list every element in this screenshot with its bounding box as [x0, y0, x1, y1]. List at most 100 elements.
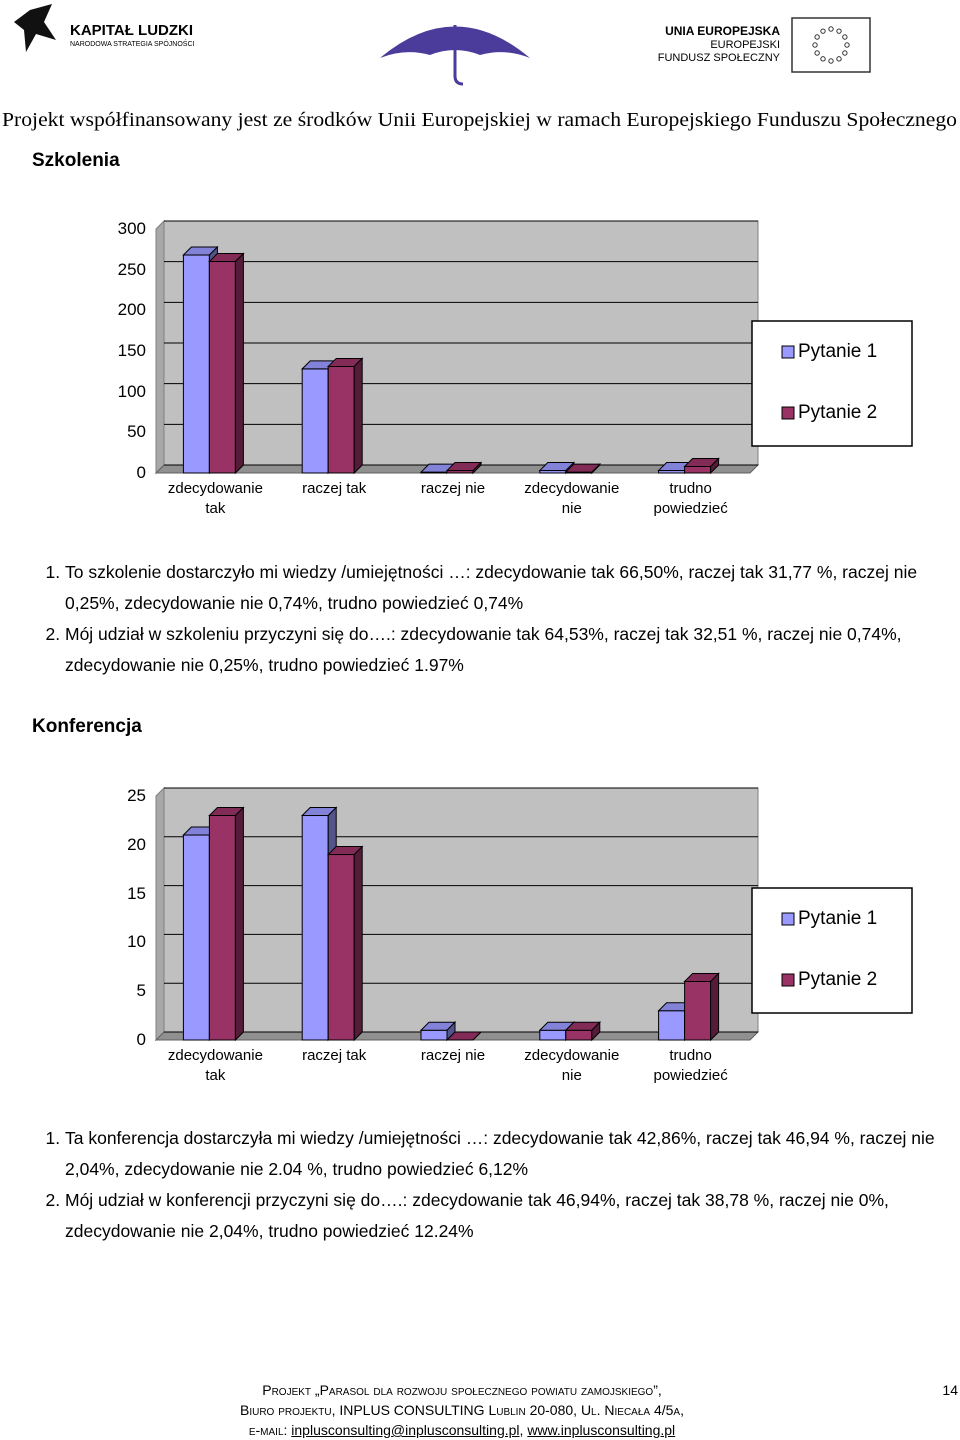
y-tick-label: 100: [117, 381, 146, 401]
bar-front: [182, 254, 210, 474]
back-wall: [163, 787, 759, 1033]
list-item: Mój udział w szkoleniu przyczyni się do……: [65, 619, 960, 681]
bar: [208, 252, 245, 475]
bar-side: [353, 845, 363, 1042]
header: KAPITAŁ LUDZKI NARODOWA STRATEGIA SPÓJNO…: [2, 4, 957, 131]
bar: [326, 845, 364, 1042]
side-wall: [155, 786, 165, 1042]
bar: [208, 806, 245, 1042]
x-tick-label: raczej tak: [302, 480, 367, 497]
eu-star: [836, 28, 842, 34]
y-tick-label: 25: [127, 786, 146, 805]
legend-swatch: [781, 912, 795, 926]
list-item: Ta konferencja dostarczyła mi wiedzy /um…: [65, 1123, 960, 1185]
legend-label: Pytanie 1: [798, 908, 878, 929]
item-list: To szkolenie dostarczyło mi wiedzy /umie…: [30, 557, 960, 681]
bar-front: [420, 1029, 448, 1041]
bar: [445, 461, 483, 475]
logo-subtitle: NARODOWA STRATEGIA SPÓJNOŚCI: [70, 39, 195, 48]
y-tick-label: 20: [127, 834, 146, 854]
legend-box: [751, 320, 913, 447]
y-tick-label: 150: [117, 341, 146, 360]
x-tick-label: zdecydowanie tak: [167, 480, 263, 517]
y-tick-label: 200: [117, 300, 146, 320]
y-tick-label: 0: [136, 1030, 146, 1049]
legend-swatch: [781, 973, 795, 987]
page-number: 14: [942, 1382, 958, 1398]
bar-side: [353, 357, 363, 475]
bar: [683, 457, 720, 475]
bar-side: [234, 806, 244, 1042]
y-tick-label: 300: [117, 219, 146, 238]
eu-flag: [791, 17, 871, 73]
bar-front: [327, 365, 355, 474]
bar: [564, 462, 602, 475]
list-item: Mój udział w konferencji przyczyni się d…: [65, 1185, 960, 1247]
bar: [564, 1021, 602, 1042]
eu-star: [820, 56, 826, 62]
bar: [683, 972, 720, 1042]
legend-swatch: [781, 406, 795, 420]
footer-text: ,: [519, 1422, 528, 1438]
umbrella-handle: [453, 25, 464, 86]
x-tick-label: zdecydowanie tak: [167, 1047, 263, 1084]
bar-front: [684, 465, 712, 474]
x-tick-label: raczej nie: [420, 1047, 486, 1064]
section-title: Konferencja: [32, 716, 142, 737]
eu-star: [828, 26, 834, 32]
eu-star: [814, 34, 820, 40]
bar-front: [565, 1029, 593, 1041]
eu-line: EUROPEJSKI: [710, 39, 780, 51]
eu-star: [842, 34, 848, 40]
bar-front: [208, 261, 236, 474]
bar-side: [591, 462, 601, 475]
x-tick-label: raczej tak: [302, 1047, 367, 1064]
bar-side: [472, 461, 482, 475]
bar-front: [301, 815, 329, 1041]
y-tick-label: 0: [136, 463, 146, 482]
bar-front: [684, 980, 712, 1041]
footer-link[interactable]: inplusconsulting@inplusconsulting.pl: [291, 1422, 520, 1438]
footer-line: e-mail: inplusconsulting@inplusconsultin…: [0, 1420, 924, 1440]
bar-side: [472, 1031, 482, 1041]
eu-star: [812, 42, 818, 48]
bar-front: [327, 854, 355, 1041]
legend-box: [751, 887, 913, 1014]
legend-swatch: [781, 345, 795, 359]
footer-line: Projekt „Parasol dla rozwoju społecznego…: [262, 1382, 662, 1398]
y-tick-label: 5: [136, 981, 146, 1001]
x-tick-label: trudno powiedzieć: [653, 480, 728, 517]
bar-side: [710, 972, 720, 1042]
legend-label: Pytanie 1: [798, 341, 878, 362]
y-tick-label: 50: [127, 422, 146, 442]
eu-star: [844, 42, 850, 48]
eu-line: UNIA EUROPEJSKA: [665, 24, 780, 38]
logo-title: KAPITAŁ LUDZKI: [70, 22, 193, 39]
bar-front: [301, 368, 329, 474]
tagline: Projekt współfinansowany jest ze środków…: [2, 109, 957, 131]
logo-icon: [14, 4, 56, 52]
plot: [154, 219, 913, 475]
eu-line: FUNDUSZ SPOŁECZNY: [658, 52, 781, 64]
y-tick-label: 250: [117, 259, 146, 279]
section-title: Szkolenia: [32, 150, 120, 171]
footer-line: Biuro projektu, INPLUS CONSULTING Lublin…: [240, 1402, 684, 1418]
bar-front: [658, 1010, 686, 1041]
y-tick-label: 15: [127, 883, 146, 903]
eu-star: [820, 28, 826, 34]
footer-text: e-mail:: [248, 1422, 292, 1438]
bar-side: [710, 457, 720, 475]
bar-side: [591, 1021, 601, 1042]
bar-side: [234, 252, 244, 475]
eu-star: [814, 50, 820, 56]
eu-stars: [812, 26, 850, 64]
footer-link[interactable]: www.inplusconsulting.pl: [527, 1422, 676, 1438]
bar-chart: 0 50 100 150 200 250 300 zdecydowanie tak raczej…: [0, 215, 960, 535]
side-wall: [155, 219, 165, 475]
list-item: To szkolenie dostarczyło mi wiedzy /umie…: [65, 557, 960, 619]
x-tick-label: raczej nie: [420, 480, 486, 497]
bar-front: [208, 815, 236, 1041]
eu-star: [828, 58, 834, 64]
bar: [445, 1031, 483, 1041]
